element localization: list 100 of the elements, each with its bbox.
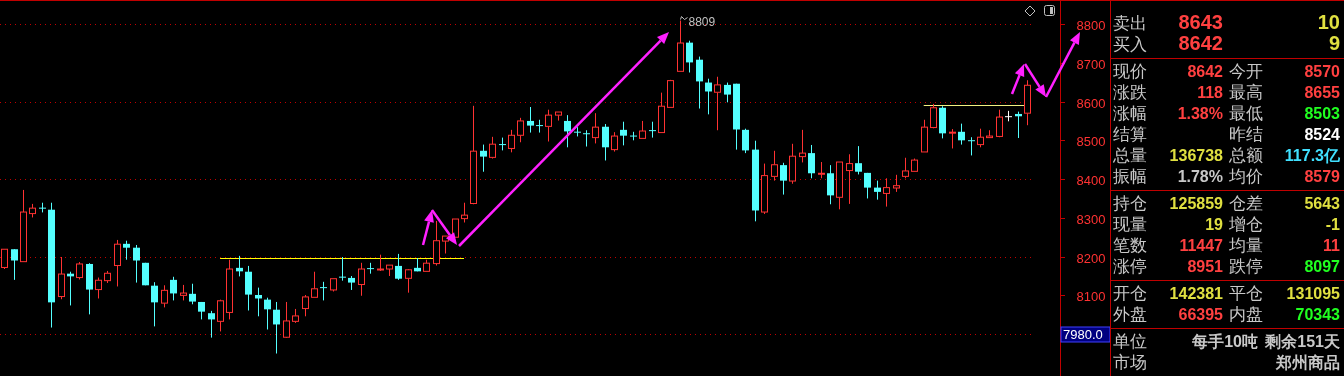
- text: 卖出: [1113, 14, 1147, 33]
- text: 持仓: [1113, 194, 1147, 213]
- y-tick-label: 8300: [1076, 211, 1106, 227]
- candlestick: [564, 114, 571, 148]
- text: 10: [1317, 11, 1340, 33]
- candlestick: [583, 129, 590, 148]
- candlestick: [320, 281, 327, 301]
- text: 136738: [1169, 147, 1224, 164]
- y-tick-label: 8600: [1076, 95, 1106, 111]
- text: 每手10吨: [1191, 333, 1258, 350]
- text: 8570: [1304, 63, 1341, 80]
- candlestick: [855, 145, 862, 175]
- text: 总额: [1228, 146, 1263, 165]
- y-tick-label: 8700: [1076, 56, 1106, 72]
- candlestick: [836, 161, 843, 210]
- text: 125859: [1169, 195, 1224, 212]
- candlestick: [883, 177, 890, 208]
- text: 外盘: [1113, 305, 1147, 324]
- y-tick-label: 8400: [1076, 172, 1106, 188]
- candlestick: [339, 256, 346, 282]
- candlestick: [808, 144, 815, 179]
- candlestick: [433, 220, 440, 267]
- text: 19: [1205, 216, 1224, 233]
- y-tick-label: 8800: [1076, 17, 1106, 33]
- candlestick: [311, 271, 318, 298]
- candlestick: [245, 265, 252, 311]
- candlestick: [189, 283, 196, 305]
- text: 142381: [1169, 285, 1224, 302]
- candlestick: [133, 244, 140, 284]
- candlestick: [742, 128, 749, 154]
- text: 市场: [1113, 353, 1147, 372]
- text: 8524: [1304, 126, 1341, 143]
- text: 跌停: [1229, 257, 1263, 276]
- text: 8642: [1178, 32, 1223, 54]
- text: 8951: [1187, 258, 1224, 275]
- text: 单位: [1113, 332, 1147, 351]
- candlestick: [639, 120, 646, 139]
- candlestick: [677, 20, 684, 72]
- text: 涨跌: [1113, 83, 1147, 102]
- candlestick: [771, 150, 778, 182]
- text: 涨幅: [1113, 104, 1147, 123]
- candlestick: [705, 78, 712, 115]
- candlestick: [620, 121, 627, 146]
- text: 郑州商品: [1275, 354, 1340, 371]
- text: 1.38%: [1177, 105, 1223, 122]
- candlestick: [827, 164, 834, 205]
- text: 仓差: [1229, 194, 1263, 213]
- text: 11447: [1179, 237, 1224, 254]
- text: 131095: [1286, 285, 1341, 302]
- text: 均价: [1228, 167, 1263, 186]
- candlestick: [602, 123, 609, 161]
- candlestick: [527, 106, 534, 134]
- text: 笔数: [1113, 236, 1147, 255]
- text: 振幅: [1113, 167, 1147, 186]
- text: 均量: [1228, 236, 1263, 255]
- candlestick: [724, 82, 731, 103]
- candlestick: [452, 218, 459, 238]
- text: 1.78%: [1177, 168, 1223, 185]
- text: 剩余151天: [1264, 333, 1341, 350]
- candlestick: [649, 121, 656, 139]
- candlestick: [874, 180, 881, 201]
- text: 66395: [1178, 306, 1224, 323]
- candlestick: [395, 253, 402, 281]
- candlestick: [123, 240, 130, 261]
- candlestick: [11, 248, 18, 281]
- text: 平仓: [1229, 284, 1263, 303]
- text: 开仓: [1113, 284, 1147, 303]
- candlestick: [264, 297, 271, 330]
- text: 5643: [1304, 195, 1341, 212]
- candlestick: [555, 111, 562, 122]
- y-tick-label: 8200: [1076, 250, 1106, 266]
- text: -1: [1325, 216, 1341, 233]
- text: 现量: [1113, 215, 1147, 234]
- text: 现价: [1113, 62, 1147, 81]
- text: 117.3亿: [1284, 147, 1341, 164]
- text: 8579: [1304, 168, 1341, 185]
- text: 买入: [1113, 35, 1147, 54]
- text: 最高: [1229, 83, 1263, 102]
- candlestick: [489, 136, 496, 158]
- text: 结算: [1113, 125, 1147, 144]
- annotation: 8809: [688, 14, 716, 29]
- candlestick: [423, 259, 430, 272]
- candlestick: [1005, 110, 1012, 122]
- candlestick: [968, 136, 975, 156]
- candlestick: [696, 56, 703, 110]
- candlestick: [104, 270, 111, 284]
- text: 11: [1323, 237, 1341, 254]
- candlestick: [658, 92, 665, 134]
- text: 8503: [1304, 105, 1341, 122]
- y-tick-label: 8100: [1076, 288, 1106, 304]
- text: 今开: [1229, 62, 1263, 81]
- text: 总量: [1112, 146, 1147, 165]
- candlestick: [20, 189, 27, 263]
- candlestick: [170, 276, 177, 301]
- candlestick: [151, 281, 158, 327]
- text: 118: [1197, 84, 1224, 101]
- candlestick: [480, 144, 487, 173]
- text: 昨结: [1229, 125, 1263, 144]
- text: 70343: [1295, 306, 1341, 323]
- text: 增仓: [1228, 215, 1263, 234]
